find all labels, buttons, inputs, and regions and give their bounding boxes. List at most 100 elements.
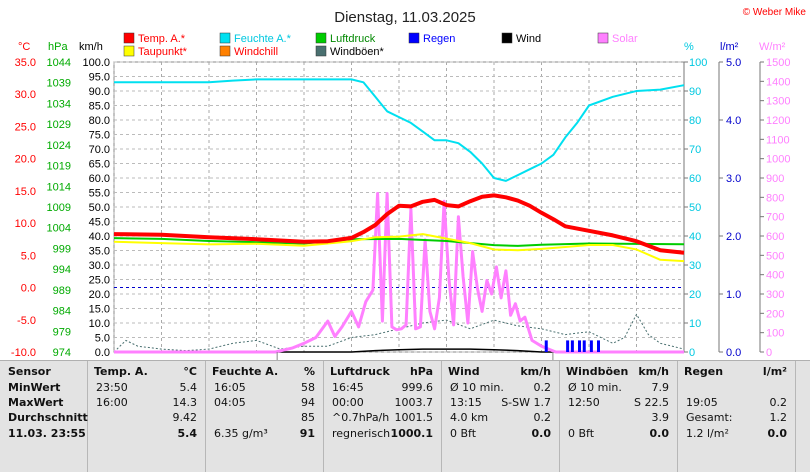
- kmh-tick-label: 50.0: [89, 202, 110, 214]
- hpa-tick-label: 999: [53, 243, 71, 255]
- hpa-tick-label: 1034: [47, 98, 71, 110]
- solar-tick-label: 1200: [766, 115, 790, 127]
- stats-cell-value: S 22.5: [634, 396, 669, 409]
- pct-unit-label: %: [684, 41, 694, 53]
- statistics-panel: Sensor MinWert MaxWert Durchschnitt 11.0…: [0, 360, 810, 472]
- legend-swatch: [408, 32, 420, 44]
- stats-cell-value: 1000.1: [390, 427, 433, 440]
- stats-cell-label: 0 Bft: [568, 427, 595, 440]
- hpa-tick-label: 974: [53, 347, 71, 359]
- stats-cell-label: 16:00: [96, 396, 128, 409]
- hpa-unit-label: hPa: [48, 41, 68, 53]
- stats-cell-value: 999.6: [401, 381, 434, 394]
- legend-label: Windchill: [234, 46, 278, 58]
- solar-tick-label: 1100: [766, 134, 790, 146]
- stats-unit-label: %: [303, 365, 315, 378]
- stats-cell-value: 0.0: [649, 427, 670, 440]
- hpa-tick-label: 1039: [47, 78, 71, 90]
- legend-swatch: [315, 45, 327, 57]
- stats-col-gusts: Windböen km/h Ø 10 min. 7.9 12:50 S 22.5 3.9 0 …: [560, 361, 678, 472]
- stats-cell-value: 3.9: [651, 411, 670, 424]
- hpa-tick-label: 994: [53, 264, 71, 276]
- series-line-wind: [114, 348, 684, 353]
- stats-header-label: Regen: [684, 365, 724, 378]
- pct-tick-label: 0: [689, 347, 695, 359]
- solar-tick-label: 0: [766, 347, 772, 359]
- kmh-tick-label: 55.0: [89, 188, 110, 200]
- row-label-avg: Durchschnitt: [8, 411, 88, 424]
- stats-header-label: Wind: [448, 365, 480, 378]
- hpa-tick-label: 1029: [47, 119, 71, 131]
- temp-tick-label: 15.0: [15, 186, 36, 198]
- rain-bar: [570, 340, 574, 352]
- legend-label: Regen: [423, 33, 455, 45]
- kmh-tick-label: 100.0: [82, 57, 110, 69]
- grid: [113, 61, 685, 353]
- row-label-max: MaxWert: [8, 396, 64, 409]
- legend-label: Temp. A.*: [138, 33, 186, 45]
- stats-cell-label: ^0.7hPa/h: [332, 411, 390, 424]
- stats-cell-label: 16:05: [214, 381, 246, 394]
- stats-cell-label: 4.0 km: [450, 411, 489, 424]
- kmh-tick-label: 60.0: [89, 173, 110, 185]
- stats-col-wind: Wind km/h Ø 10 min. 0.2 13:15 S-SW 1.7 4.0 km 0…: [442, 361, 560, 472]
- kmh-tick-label: 15.0: [89, 304, 110, 316]
- series-group: [113, 78, 685, 354]
- series-line-temp-a: [113, 193, 685, 255]
- rain-bar: [582, 340, 586, 352]
- solar-tick-label: 400: [766, 270, 784, 282]
- legend-swatch: [597, 32, 609, 44]
- stats-cell-value: 91: [299, 427, 315, 440]
- temp-tick-label: 25.0: [15, 121, 36, 133]
- series-line-luftdruck: [113, 237, 685, 247]
- kmh-unit-label: km/h: [79, 41, 103, 53]
- rain-bar: [597, 340, 600, 352]
- legend-swatch: [123, 32, 135, 44]
- kmh-tick-label: 30.0: [89, 260, 110, 272]
- kmh-tick-label: 90.0: [89, 86, 110, 98]
- stats-cell-value: 58: [301, 381, 315, 394]
- solar-tick-label: 600: [766, 231, 784, 243]
- stats-cell-value: 94: [301, 396, 315, 409]
- rain-tick-label: 1.0: [726, 289, 741, 301]
- stats-col-pressure: Luftdruck hPa 16:45 999.6 00:00 1003.7 ^0.7hPa…: [324, 361, 442, 472]
- pct-tick-label: 40: [689, 231, 701, 243]
- stats-cell-value: 0.2: [769, 396, 788, 409]
- stats-header-label: Temp. A.: [94, 365, 148, 378]
- hpa-tick-label: 1014: [47, 181, 71, 193]
- kmh-tick-label: 35.0: [89, 246, 110, 258]
- series-line-taupunkt: [113, 233, 685, 263]
- stats-unit-label: km/h: [638, 365, 669, 378]
- axis-unit-labels: °C hPa km/h% l/m² W/m²: [18, 41, 786, 53]
- stats-cell-value: 1003.7: [394, 396, 434, 409]
- solar-tick-label: 200: [766, 308, 784, 320]
- hpa-tick-label: 979: [53, 326, 71, 338]
- stats-unit-label: °C: [183, 365, 197, 378]
- stats-cell-label: Ø 10 min.: [568, 381, 622, 394]
- kmh-tick-label: 70.0: [89, 144, 110, 156]
- stats-header-label: Feuchte A.: [212, 365, 279, 378]
- pct-tick-label: 70: [689, 144, 701, 156]
- kmh-tick-label: 80.0: [89, 115, 110, 127]
- kmh-tick-label: 40.0: [89, 231, 110, 243]
- stats-cell-value: 0.2: [533, 381, 552, 394]
- temp-tick-label: 35.0: [15, 57, 36, 69]
- stats-cell-label: 16:45: [332, 381, 364, 394]
- temp-tick-label: -10.0: [11, 347, 36, 359]
- pct-tick-label: 80: [689, 115, 701, 127]
- row-label-sensor: Sensor: [8, 365, 51, 378]
- legend-label: Feuchte A.*: [234, 33, 292, 45]
- temp-tick-label: 20.0: [15, 154, 36, 166]
- weather-chart: Dienstag, 11.03.2025 © Weber Mike Temp. …: [11, 7, 806, 360]
- hpa-tick-label: 1019: [47, 161, 71, 173]
- temp-tick-label: 30.0: [15, 89, 36, 101]
- stats-col-rain: Regen l/m² 19:05 0.2 Gesamt: 1.2 1.2 l/m² 0.0: [678, 361, 796, 472]
- chart-title: Dienstag, 11.03.2025: [334, 9, 476, 26]
- rain-tick-label: 0.0: [726, 347, 741, 359]
- kmh-tick-label: 0.0: [95, 347, 110, 359]
- pct-tick-label: 10: [689, 318, 701, 330]
- solar-tick-label: 1000: [766, 154, 790, 166]
- stats-col-humidity: Feuchte A.% 16:05 58 04:05 94 85 6.35 g/m³ 91: [206, 361, 324, 472]
- solar-tick-label: 700: [766, 212, 784, 224]
- rain-unit-label: l/m²: [720, 41, 739, 53]
